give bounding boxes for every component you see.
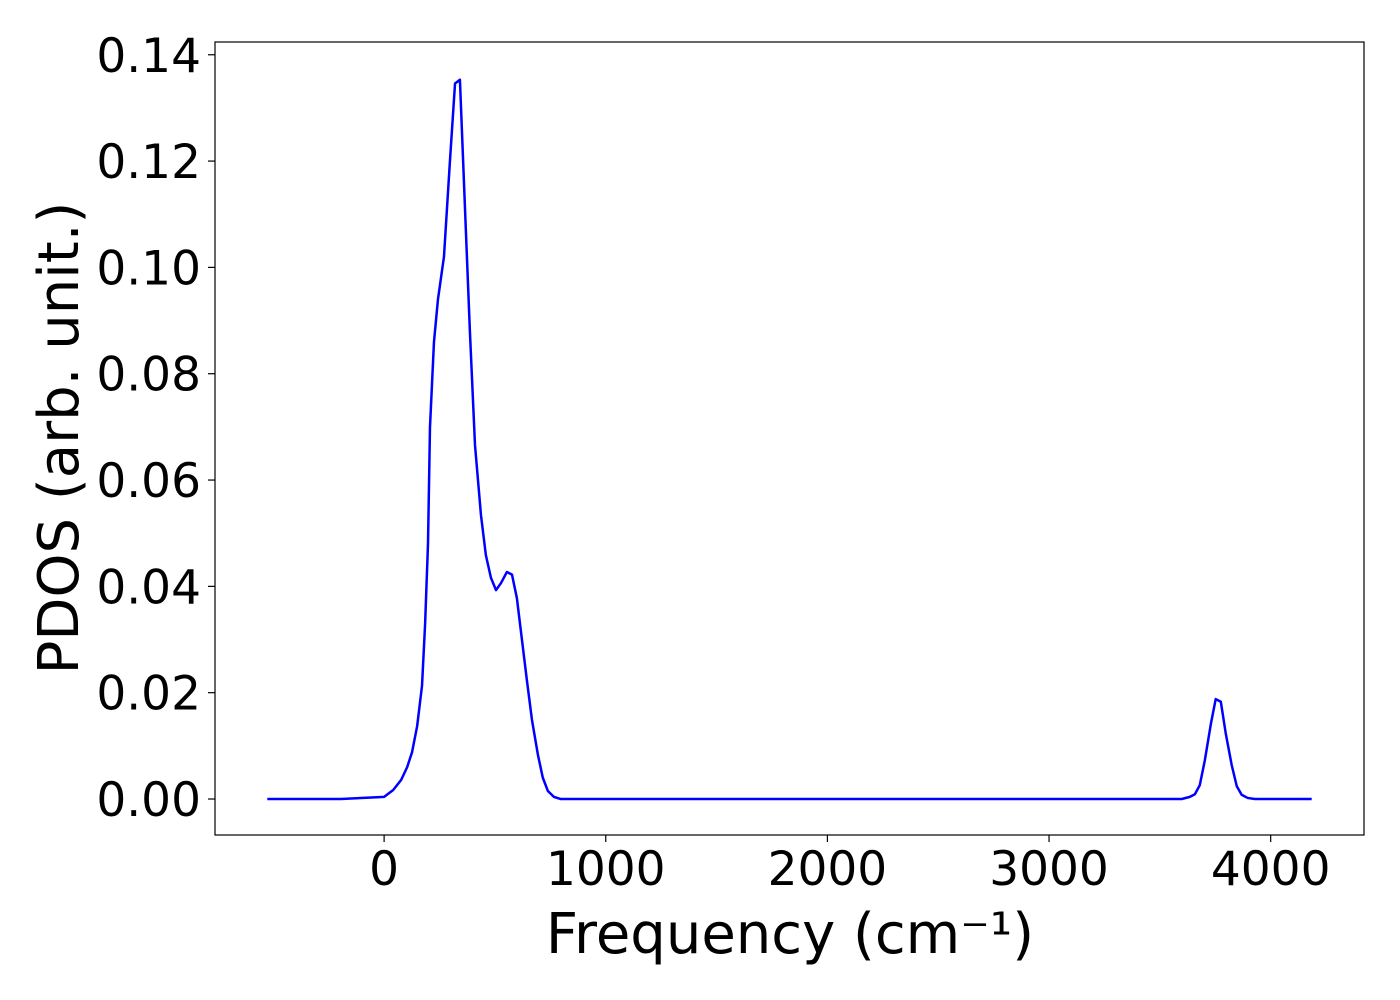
y-tick-label: 0.10: [96, 241, 201, 296]
x-tick-label: 0: [369, 842, 399, 897]
x-axis-label: Frequency (cm⁻¹): [546, 902, 1034, 967]
y-tick-label: 0.06: [96, 454, 201, 509]
y-tick-label: 0.08: [96, 348, 201, 403]
data-line: [267, 78, 1312, 801]
y-tick-label: 0.14: [96, 29, 201, 84]
x-tick-label: 4000: [1211, 842, 1331, 897]
x-tick-label: 2000: [768, 842, 888, 897]
y-tick-label: 0.02: [96, 667, 201, 722]
y-tick-label: 0.04: [96, 560, 201, 615]
plot-frame: [214, 41, 1365, 836]
y-tick-label: 0.12: [96, 135, 201, 190]
x-tick-label: 3000: [989, 842, 1109, 897]
y-axis-label: PDOS (arb. unit.): [27, 202, 92, 675]
x-tick-label: 1000: [546, 842, 666, 897]
y-tick-label: 0.00: [96, 773, 201, 828]
